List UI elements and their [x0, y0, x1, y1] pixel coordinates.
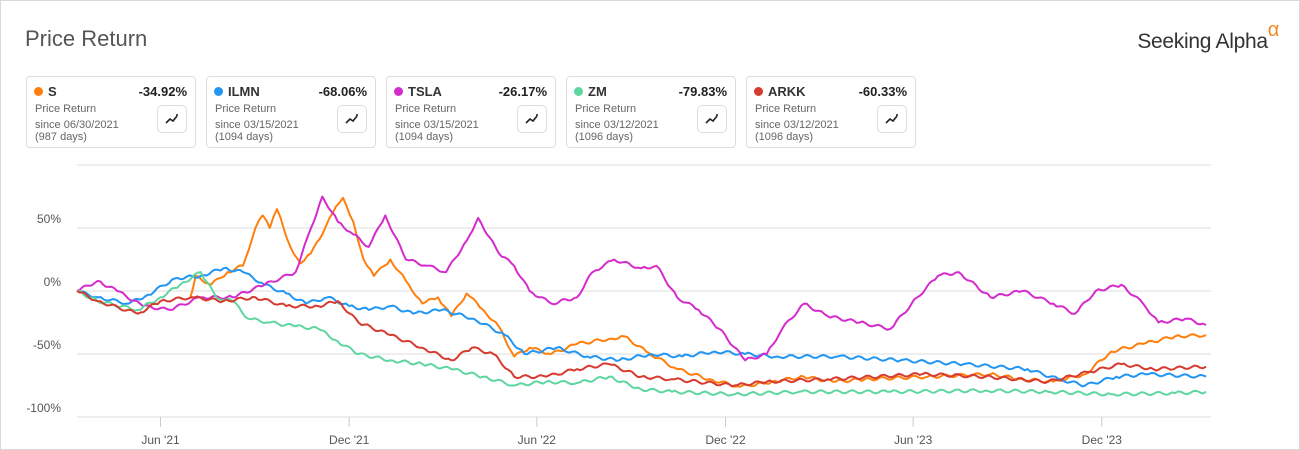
since-date: since 03/12/2021 — [575, 119, 659, 131]
series-color-dot — [34, 87, 43, 96]
trend-chart-icon — [345, 114, 358, 124]
x-tick-label: Dec '23 — [1082, 433, 1123, 447]
metric-label: Price Return — [575, 103, 637, 115]
series-line-arkk — [76, 290, 1207, 388]
logo-text: Seeking Alpha — [1137, 30, 1268, 53]
days-count: (1094 days) — [215, 131, 274, 143]
y-tick-label: -100% — [26, 401, 61, 415]
ticker-card-arkk[interactable]: ARKK -60.33% Price Return since 03/12/20… — [746, 76, 916, 148]
return-value: -60.33% — [858, 84, 907, 99]
days-count: (1096 days) — [755, 131, 814, 143]
alpha-icon: α — [1267, 19, 1280, 41]
series-color-dot — [574, 87, 583, 96]
trend-chart-icon — [885, 114, 898, 124]
y-tick-label: 0% — [44, 275, 62, 289]
x-tick-label: Dec '21 — [329, 433, 370, 447]
x-tick-label: Dec '22 — [705, 433, 746, 447]
metric-label: Price Return — [35, 103, 97, 115]
ticker-symbol: ZM — [588, 84, 607, 99]
page-title: Price Return — [25, 26, 148, 51]
x-tick-label: Jun '23 — [894, 433, 933, 447]
ticker-symbol: ARKK — [768, 84, 806, 99]
ticker-symbol: S — [48, 84, 57, 99]
series-color-dot — [394, 87, 403, 96]
since-date: since 03/15/2021 — [395, 119, 479, 131]
days-count: (1094 days) — [395, 131, 454, 143]
ticker-symbol: ILMN — [228, 84, 260, 99]
chart-toggle-button[interactable] — [157, 105, 187, 133]
trend-chart-icon — [705, 114, 718, 124]
since-date: since 03/15/2021 — [215, 119, 299, 131]
ticker-card-zm[interactable]: ZM -79.83% Price Return since 03/12/2021… — [566, 76, 736, 148]
y-tick-label: -50% — [33, 338, 61, 352]
x-tick-label: Jun '21 — [141, 433, 180, 447]
chart-toggle-button[interactable] — [517, 105, 547, 133]
metric-label: Price Return — [755, 103, 817, 115]
y-tick-label: 50% — [37, 212, 61, 226]
ticker-card-ilmn[interactable]: ILMN -68.06% Price Return since 03/15/20… — [206, 76, 376, 148]
metric-label: Price Return — [215, 103, 277, 115]
series-line-ilmn — [76, 266, 1207, 388]
trend-chart-icon — [525, 114, 538, 124]
series-line-zm — [76, 271, 1207, 397]
since-date: since 06/30/2021 — [35, 119, 119, 131]
return-value: -26.17% — [498, 84, 547, 99]
x-tick-label: Jun '22 — [518, 433, 557, 447]
chart-toggle-button[interactable] — [337, 105, 367, 133]
ticker-card-tsla[interactable]: TSLA -26.17% Price Return since 03/15/20… — [386, 76, 556, 148]
ticker-cards: S -34.92% Price Return since 06/30/2021 … — [26, 76, 916, 148]
return-value: -68.06% — [318, 84, 367, 99]
days-count: (987 days) — [35, 131, 87, 143]
trend-chart-icon — [165, 114, 178, 124]
series-color-dot — [754, 87, 763, 96]
ticker-symbol: TSLA — [408, 84, 442, 99]
days-count: (1096 days) — [575, 131, 634, 143]
series-line-tsla — [76, 195, 1207, 362]
return-value: -79.83% — [678, 84, 727, 99]
since-date: since 03/12/2021 — [755, 119, 839, 131]
chart-toggle-button[interactable] — [877, 105, 907, 133]
ticker-card-s[interactable]: S -34.92% Price Return since 06/30/2021 … — [26, 76, 196, 148]
seeking-alpha-logo[interactable]: Seeking Alphaα — [1137, 19, 1279, 54]
metric-label: Price Return — [395, 103, 457, 115]
chart-toggle-button[interactable] — [697, 105, 727, 133]
series-color-dot — [214, 87, 223, 96]
return-value: -34.92% — [138, 84, 187, 99]
